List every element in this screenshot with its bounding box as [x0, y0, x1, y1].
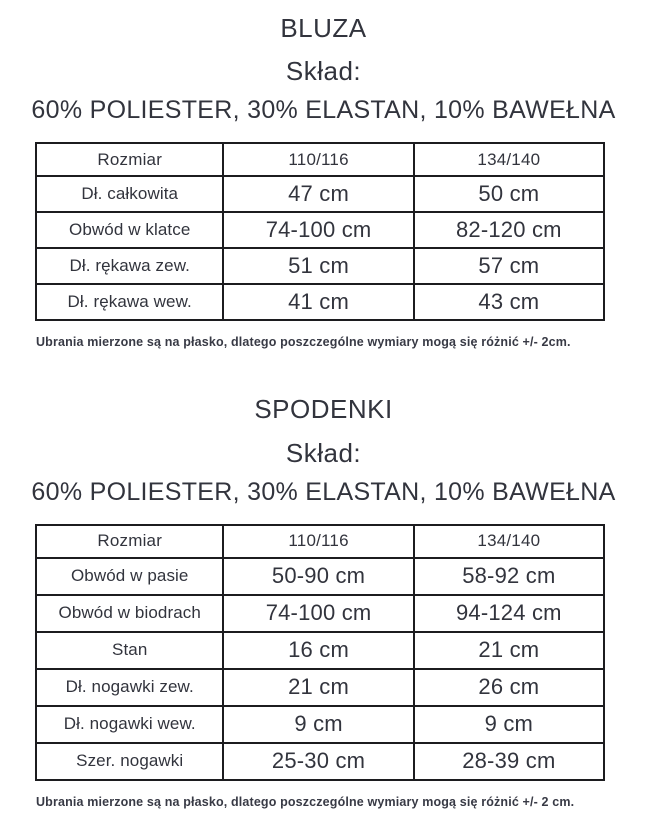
cell-value: 16 cm	[222, 630, 415, 670]
cell-value: 9 cm	[222, 704, 415, 744]
composition-label: Skład:	[285, 56, 362, 87]
table-row: Dł. rękawa zew. 51 cm 57 cm	[34, 247, 606, 286]
cell-value: 51 cm	[222, 247, 415, 286]
table-row: Dł. rękawa wew. 41 cm 43 cm	[34, 283, 606, 322]
row-label: Obwód w biodrach	[34, 593, 225, 633]
composition-value: 60% POLIESTER, 30% ELASTAN, 10% BAWEŁNA	[31, 477, 616, 506]
table-header-row: Rozmiar 110/116 134/140	[34, 523, 606, 559]
cell-value: 74-100 cm	[222, 211, 415, 250]
composition-value: 60% POLIESTER, 30% ELASTAN, 10% BAWEŁNA	[31, 96, 616, 125]
cell-value: 50-90 cm	[222, 556, 415, 596]
size-table-spodenki: Rozmiar 110/116 134/140 Obwód w pasie 50…	[34, 523, 606, 781]
row-label: Obwód w klatce	[34, 211, 225, 250]
column-header-rozmiar: Rozmiar	[34, 142, 225, 178]
column-header-rozmiar: Rozmiar	[34, 523, 225, 559]
column-header-size-134-140: 134/140	[412, 523, 606, 559]
cell-value: 26 cm	[412, 667, 606, 707]
table-row: Obwód w klatce 74-100 cm 82-120 cm	[34, 211, 606, 250]
table-row: Stan 16 cm 21 cm	[34, 630, 606, 670]
table-row: Obwód w biodrach 74-100 cm 94-124 cm	[34, 593, 606, 633]
column-header-size-134-140: 134/140	[412, 142, 606, 178]
row-label: Stan	[34, 630, 225, 670]
cell-value: 21 cm	[412, 630, 606, 670]
row-label: Dł. nogawki zew.	[34, 667, 225, 707]
cell-value: 58-92 cm	[412, 556, 606, 596]
row-label: Dł. całkowita	[34, 175, 225, 214]
cell-value: 43 cm	[412, 283, 606, 322]
row-label: Szer. nogawki	[34, 741, 225, 781]
table-row: Dł. nogawki wew. 9 cm 9 cm	[34, 704, 606, 744]
section-spodenki: SPODENKI Skład: 60% POLIESTER, 30% ELAST…	[0, 394, 647, 808]
row-label: Obwód w pasie	[34, 556, 225, 596]
measurement-note: Ubrania mierzone są na płasko, dlatego p…	[36, 335, 571, 350]
cell-value: 74-100 cm	[222, 593, 415, 633]
product-title: SPODENKI	[254, 394, 393, 425]
table-row: Dł. nogawki zew. 21 cm 26 cm	[34, 667, 606, 707]
measurement-note: Ubrania mierzone są na płasko, dlatego p…	[36, 794, 575, 809]
table-header-row: Rozmiar 110/116 134/140	[34, 142, 606, 178]
cell-value: 41 cm	[222, 283, 415, 322]
table-row: Obwód w pasie 50-90 cm 58-92 cm	[34, 556, 606, 596]
cell-value: 94-124 cm	[412, 593, 606, 633]
row-label: Dł. rękawa zew.	[34, 247, 225, 286]
column-header-size-110-116: 110/116	[222, 142, 415, 178]
cell-value: 25-30 cm	[222, 741, 415, 781]
table-row: Dł. całkowita 47 cm 50 cm	[34, 175, 606, 214]
cell-value: 57 cm	[412, 247, 606, 286]
cell-value: 82-120 cm	[412, 211, 606, 250]
cell-value: 28-39 cm	[412, 741, 606, 781]
cell-value: 21 cm	[222, 667, 415, 707]
section-bluza: BLUZA Skład: 60% POLIESTER, 30% ELASTAN,…	[0, 13, 647, 349]
cell-value: 9 cm	[412, 704, 606, 744]
table-row: Szer. nogawki 25-30 cm 28-39 cm	[34, 741, 606, 781]
column-header-size-110-116: 110/116	[222, 523, 415, 559]
cell-value: 47 cm	[222, 175, 415, 214]
product-title: BLUZA	[280, 13, 367, 43]
row-label: Dł. nogawki wew.	[34, 704, 225, 744]
size-table-bluza: Rozmiar 110/116 134/140 Dł. całkowita 47…	[34, 142, 606, 322]
cell-value: 50 cm	[412, 175, 606, 214]
row-label: Dł. rękawa wew.	[34, 283, 225, 322]
composition-label: Skład:	[285, 437, 362, 468]
